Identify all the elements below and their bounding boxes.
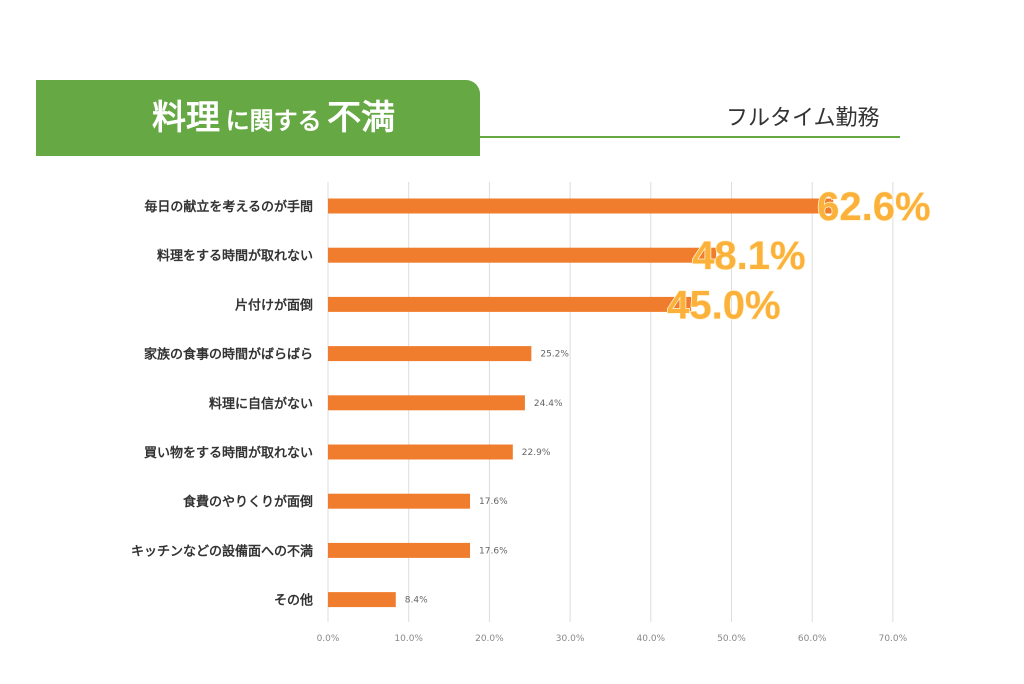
x-tick-label: 50.0% [717, 634, 746, 644]
title-part-2: に関する [225, 107, 322, 135]
x-tick-label: 10.0% [394, 634, 423, 644]
value-label: 17.6% [479, 546, 508, 556]
value-label: 8.4% [405, 596, 428, 606]
title-part-3: 不満 [327, 98, 396, 138]
x-tick-label: 20.0% [475, 634, 504, 644]
category-label: キッチンなどの設備面への不満 [131, 543, 313, 559]
x-tick-label: 30.0% [556, 634, 585, 644]
bar [328, 444, 513, 460]
header-banner: 料理 に関する 不満 [36, 80, 480, 156]
bar [328, 542, 471, 558]
bar [328, 346, 532, 362]
category-label: 買い物をする時間が取れない [144, 445, 313, 461]
bar [328, 198, 834, 214]
chart-title: 料理 に関する 不満 [152, 80, 395, 156]
x-tick-label: 70.0% [879, 634, 908, 644]
category-label: 片付けが面倒 [235, 297, 313, 313]
value-label: 24.4% [534, 399, 563, 409]
category-label: 毎日の献立を考えるのが手間 [144, 199, 313, 215]
bar [328, 247, 717, 263]
value-label-large: 48.1% [692, 234, 805, 278]
value-label: 17.6% [479, 497, 508, 507]
category-label: 料理に自信がない [209, 396, 313, 412]
x-tick-label: 60.0% [798, 634, 827, 644]
category-label: 食費のやりくりが面倒 [183, 494, 313, 510]
chart-subtitle: フルタイム勤務 [726, 105, 880, 130]
category-label: 料理をする時間が取れない [157, 248, 313, 264]
title-part-1: 料理 [152, 98, 220, 138]
bar [328, 296, 692, 312]
value-label: 25.2% [540, 350, 569, 360]
bar [328, 493, 471, 509]
x-tick-label: 40.0% [637, 634, 666, 644]
x-tick-label: 0.0% [317, 634, 340, 644]
subtitle-rule [480, 136, 900, 138]
category-label: 家族の食事の時間がばらばら [144, 347, 313, 363]
value-label-large: 62.6% [817, 185, 930, 229]
value-label-large: 45.0% [667, 283, 780, 327]
bar [328, 592, 396, 608]
category-label: その他 [274, 593, 313, 609]
value-label: 22.9% [522, 448, 551, 458]
bar [328, 395, 525, 411]
